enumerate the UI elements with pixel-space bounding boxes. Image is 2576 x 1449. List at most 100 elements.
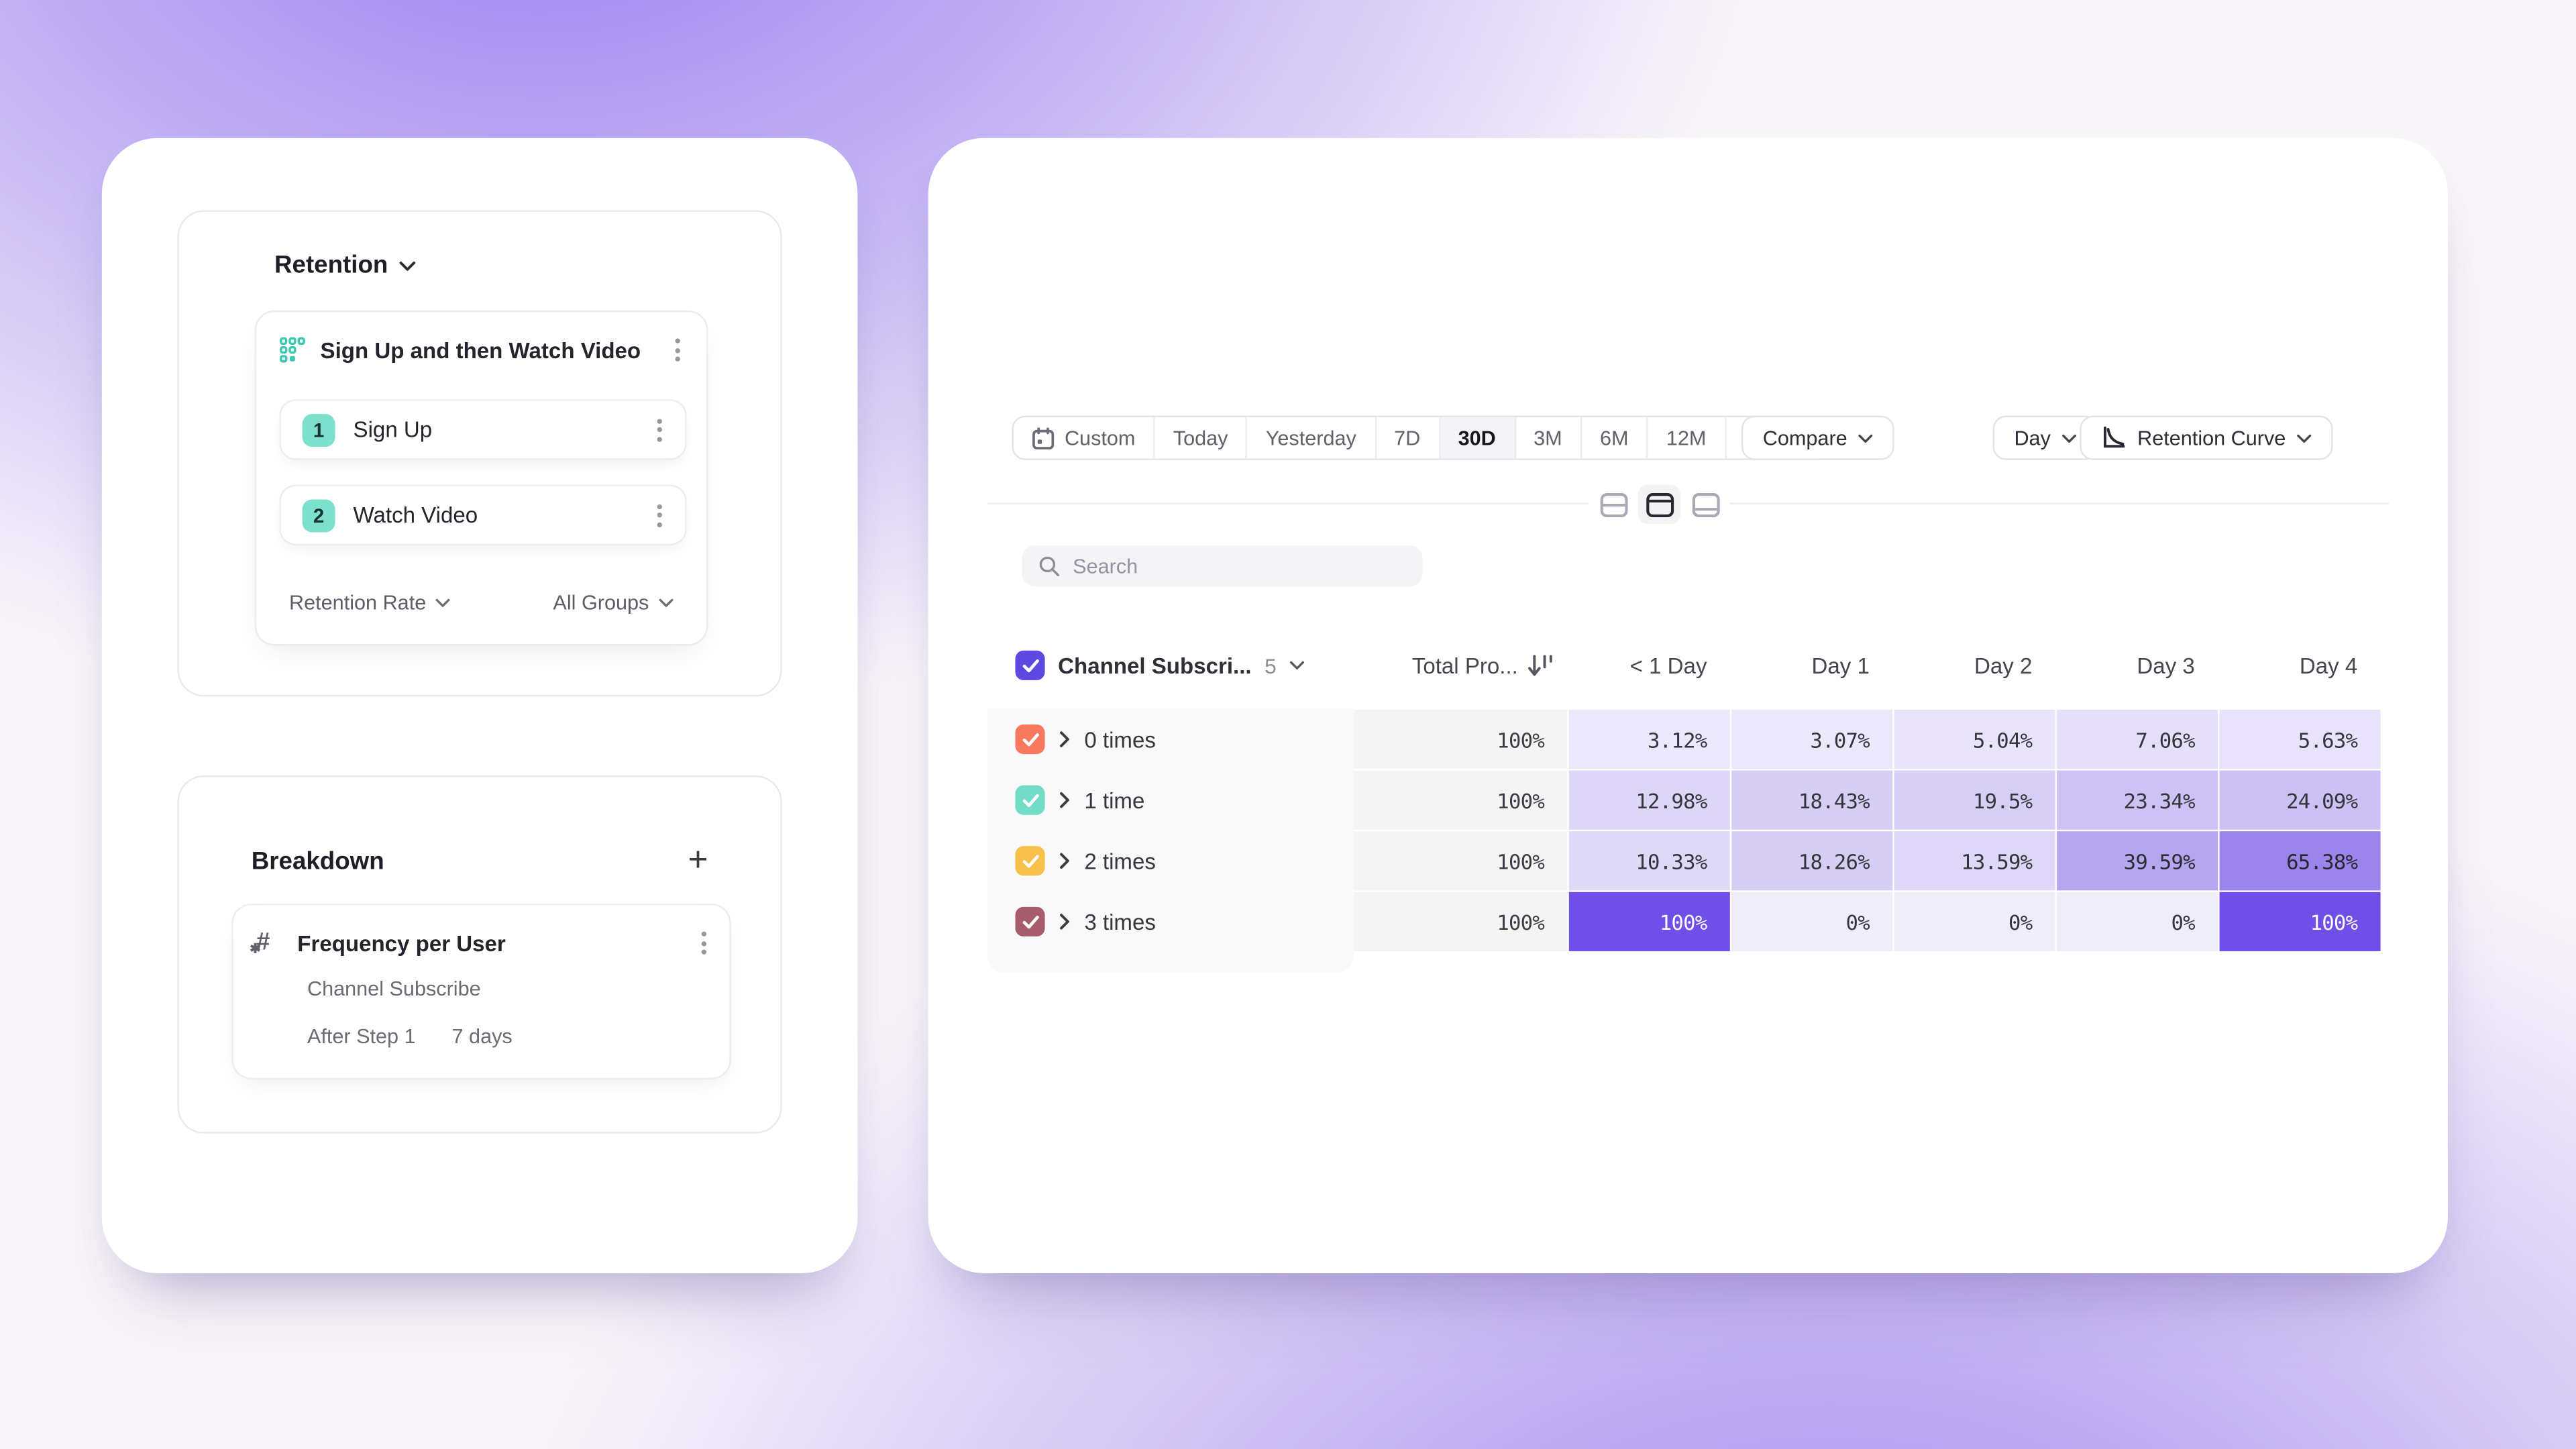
- breakdown-event-label: Channel Subscribe: [307, 977, 481, 1001]
- date-range-3m[interactable]: 3M: [1515, 417, 1582, 459]
- chevron-right-icon[interactable]: [1060, 792, 1070, 808]
- add-breakdown-button[interactable]: +: [688, 841, 708, 879]
- retention-value-cell[interactable]: 39.59%: [2057, 831, 2218, 891]
- chart-top-view-toggle[interactable]: [1638, 484, 1681, 525]
- retention-panel: Retention Sign Up and then Watch Video: [177, 210, 782, 697]
- groups-label: All Groups: [553, 591, 649, 614]
- footer-row-icon: [1691, 492, 1719, 517]
- kebab-menu-icon[interactable]: [695, 925, 713, 961]
- row-label-cell: 2 times: [987, 831, 1352, 890]
- date-range-control: CustomTodayYesterday7D30D3M6M12MXTD: [1012, 415, 1830, 460]
- column-header-day-3[interactable]: Day 3: [2137, 653, 2195, 678]
- retention-value-cell[interactable]: 3.07%: [1731, 709, 1893, 769]
- chevron-down-icon: [659, 598, 674, 607]
- date-range-6m[interactable]: 6M: [1582, 417, 1648, 459]
- retention-value-cell[interactable]: 3.12%: [1568, 709, 1730, 769]
- retention-curve-icon: [2104, 426, 2125, 448]
- kebab-menu-icon[interactable]: [669, 332, 687, 368]
- row-checkbox[interactable]: [1015, 785, 1045, 815]
- date-range-yesterday[interactable]: Yesterday: [1247, 417, 1377, 459]
- total-cell[interactable]: 100%: [1353, 892, 1568, 951]
- query-footer: Retention Rate All Groups: [256, 562, 706, 644]
- retention-value-cell[interactable]: 65.38%: [2219, 831, 2381, 891]
- query-header[interactable]: Sign Up and then Watch Video: [256, 312, 706, 388]
- metric-label: Retention Rate: [289, 591, 427, 614]
- column-header-day-2[interactable]: Day 2: [1974, 653, 2033, 678]
- retention-value-cell[interactable]: 18.43%: [1731, 770, 1893, 830]
- total-cell[interactable]: 100%: [1353, 831, 1568, 891]
- breakdown-card[interactable]: # ✱ Frequency per User Channel Subscribe …: [231, 903, 731, 1079]
- split-rows-view-toggle[interactable]: [1592, 484, 1635, 524]
- retention-value-cell[interactable]: 7.06%: [2057, 709, 2218, 769]
- retention-value-cell[interactable]: 19.5%: [1894, 770, 2055, 830]
- date-range-7d[interactable]: 7D: [1376, 417, 1440, 459]
- row-checkbox[interactable]: [1015, 846, 1045, 876]
- group-header-cell: Channel Subscri... 5: [987, 650, 1352, 680]
- table-row: 0 times 100% 3.12% 3.07% 5.04% 7.06% 5.63%: [987, 709, 2382, 769]
- groups-dropdown[interactable]: All Groups: [553, 592, 674, 614]
- row-label-strip: [987, 708, 1354, 973]
- chevron-right-icon[interactable]: [1060, 914, 1070, 930]
- chart-type-button[interactable]: Retention Curve: [2080, 415, 2334, 460]
- column-header-day-1[interactable]: Day 1: [1811, 653, 1870, 678]
- date-range-custom[interactable]: Custom: [1014, 417, 1155, 459]
- retention-value-cell[interactable]: 18.26%: [1731, 831, 1893, 891]
- date-range-30d[interactable]: 30D: [1440, 417, 1516, 459]
- chevron-down-icon: [400, 260, 416, 270]
- column-header-day-4[interactable]: Day 4: [2299, 653, 2358, 678]
- check-icon: [1022, 914, 1038, 928]
- group-checkbox[interactable]: [1015, 650, 1045, 680]
- after-step-label: After Step 1: [307, 1025, 416, 1049]
- calendar-icon: [1032, 427, 1055, 449]
- split-rows-icon: [1599, 492, 1627, 517]
- column-header-total-pro-[interactable]: Total Pro...: [1354, 653, 1567, 678]
- retention-value-cell[interactable]: 13.59%: [1894, 831, 2055, 891]
- retention-value-cell[interactable]: 5.04%: [1894, 709, 2055, 769]
- retention-title-row[interactable]: Retention: [274, 251, 416, 280]
- compare-button[interactable]: Compare: [1741, 415, 1895, 460]
- window-label: 7 days: [451, 1025, 513, 1049]
- date-range-today[interactable]: Today: [1155, 417, 1248, 459]
- retention-title: Retention: [274, 251, 388, 280]
- total-cell[interactable]: 100%: [1353, 770, 1568, 830]
- retention-value-cell[interactable]: 100%: [1568, 892, 1730, 951]
- metric-dropdown[interactable]: Retention Rate: [289, 592, 451, 614]
- breakdown-card-header: # ✱ Frequency per User: [250, 925, 713, 961]
- step-row-sign-up[interactable]: 1 Sign Up: [279, 399, 687, 460]
- retention-value-cell[interactable]: 24.09%: [2219, 770, 2381, 830]
- step-number-badge: 1: [302, 413, 335, 446]
- row-checkbox[interactable]: [1015, 724, 1045, 755]
- column-header--1-day[interactable]: < 1 Day: [1629, 653, 1707, 678]
- retention-value-cell[interactable]: 23.34%: [2057, 770, 2218, 830]
- row-label-cell: 0 times: [987, 710, 1352, 769]
- total-cell[interactable]: 100%: [1353, 709, 1568, 769]
- row-checkbox[interactable]: [1015, 906, 1045, 936]
- compare-label: Compare: [1762, 426, 1847, 449]
- step-row-watch-video[interactable]: 2 Watch Video: [279, 484, 687, 546]
- kebab-menu-icon[interactable]: [651, 411, 669, 447]
- retention-value-cell[interactable]: 10.33%: [1568, 831, 1730, 891]
- retention-value-cell[interactable]: 12.98%: [1568, 770, 1730, 830]
- retention-value-cell[interactable]: 0%: [1731, 892, 1893, 951]
- check-icon: [1022, 793, 1038, 806]
- date-range-12m[interactable]: 12M: [1648, 417, 1726, 459]
- chevron-down-icon: [436, 598, 451, 607]
- chevron-down-icon[interactable]: [1289, 660, 1304, 670]
- sort-descending-icon[interactable]: [1528, 653, 1554, 678]
- chart-bottom-view-toggle[interactable]: [1684, 484, 1727, 524]
- retention-value-cell[interactable]: 0%: [1894, 892, 2055, 951]
- retention-value-cell[interactable]: 100%: [2219, 892, 2381, 951]
- retention-value-cell[interactable]: 5.63%: [2219, 709, 2381, 769]
- step-label: Watch Video: [353, 502, 478, 528]
- retention-value-cell[interactable]: 0%: [2057, 892, 2218, 951]
- table-row: 3 times 100% 100% 0% 0% 0% 100%: [987, 892, 2382, 951]
- check-icon: [1022, 732, 1038, 746]
- chevron-right-icon[interactable]: [1060, 731, 1070, 747]
- table-row: 1 time 100% 12.98% 18.43% 19.5% 23.34% 24.09%: [987, 770, 2382, 830]
- row-label: 3 times: [1084, 909, 1156, 934]
- search-icon: [1039, 556, 1060, 577]
- breakdown-panel: Breakdown + # ✱ Frequency per User Channe…: [177, 775, 782, 1134]
- chevron-right-icon[interactable]: [1060, 853, 1070, 869]
- search-input[interactable]: Search: [1022, 545, 1423, 587]
- kebab-menu-icon[interactable]: [651, 497, 669, 533]
